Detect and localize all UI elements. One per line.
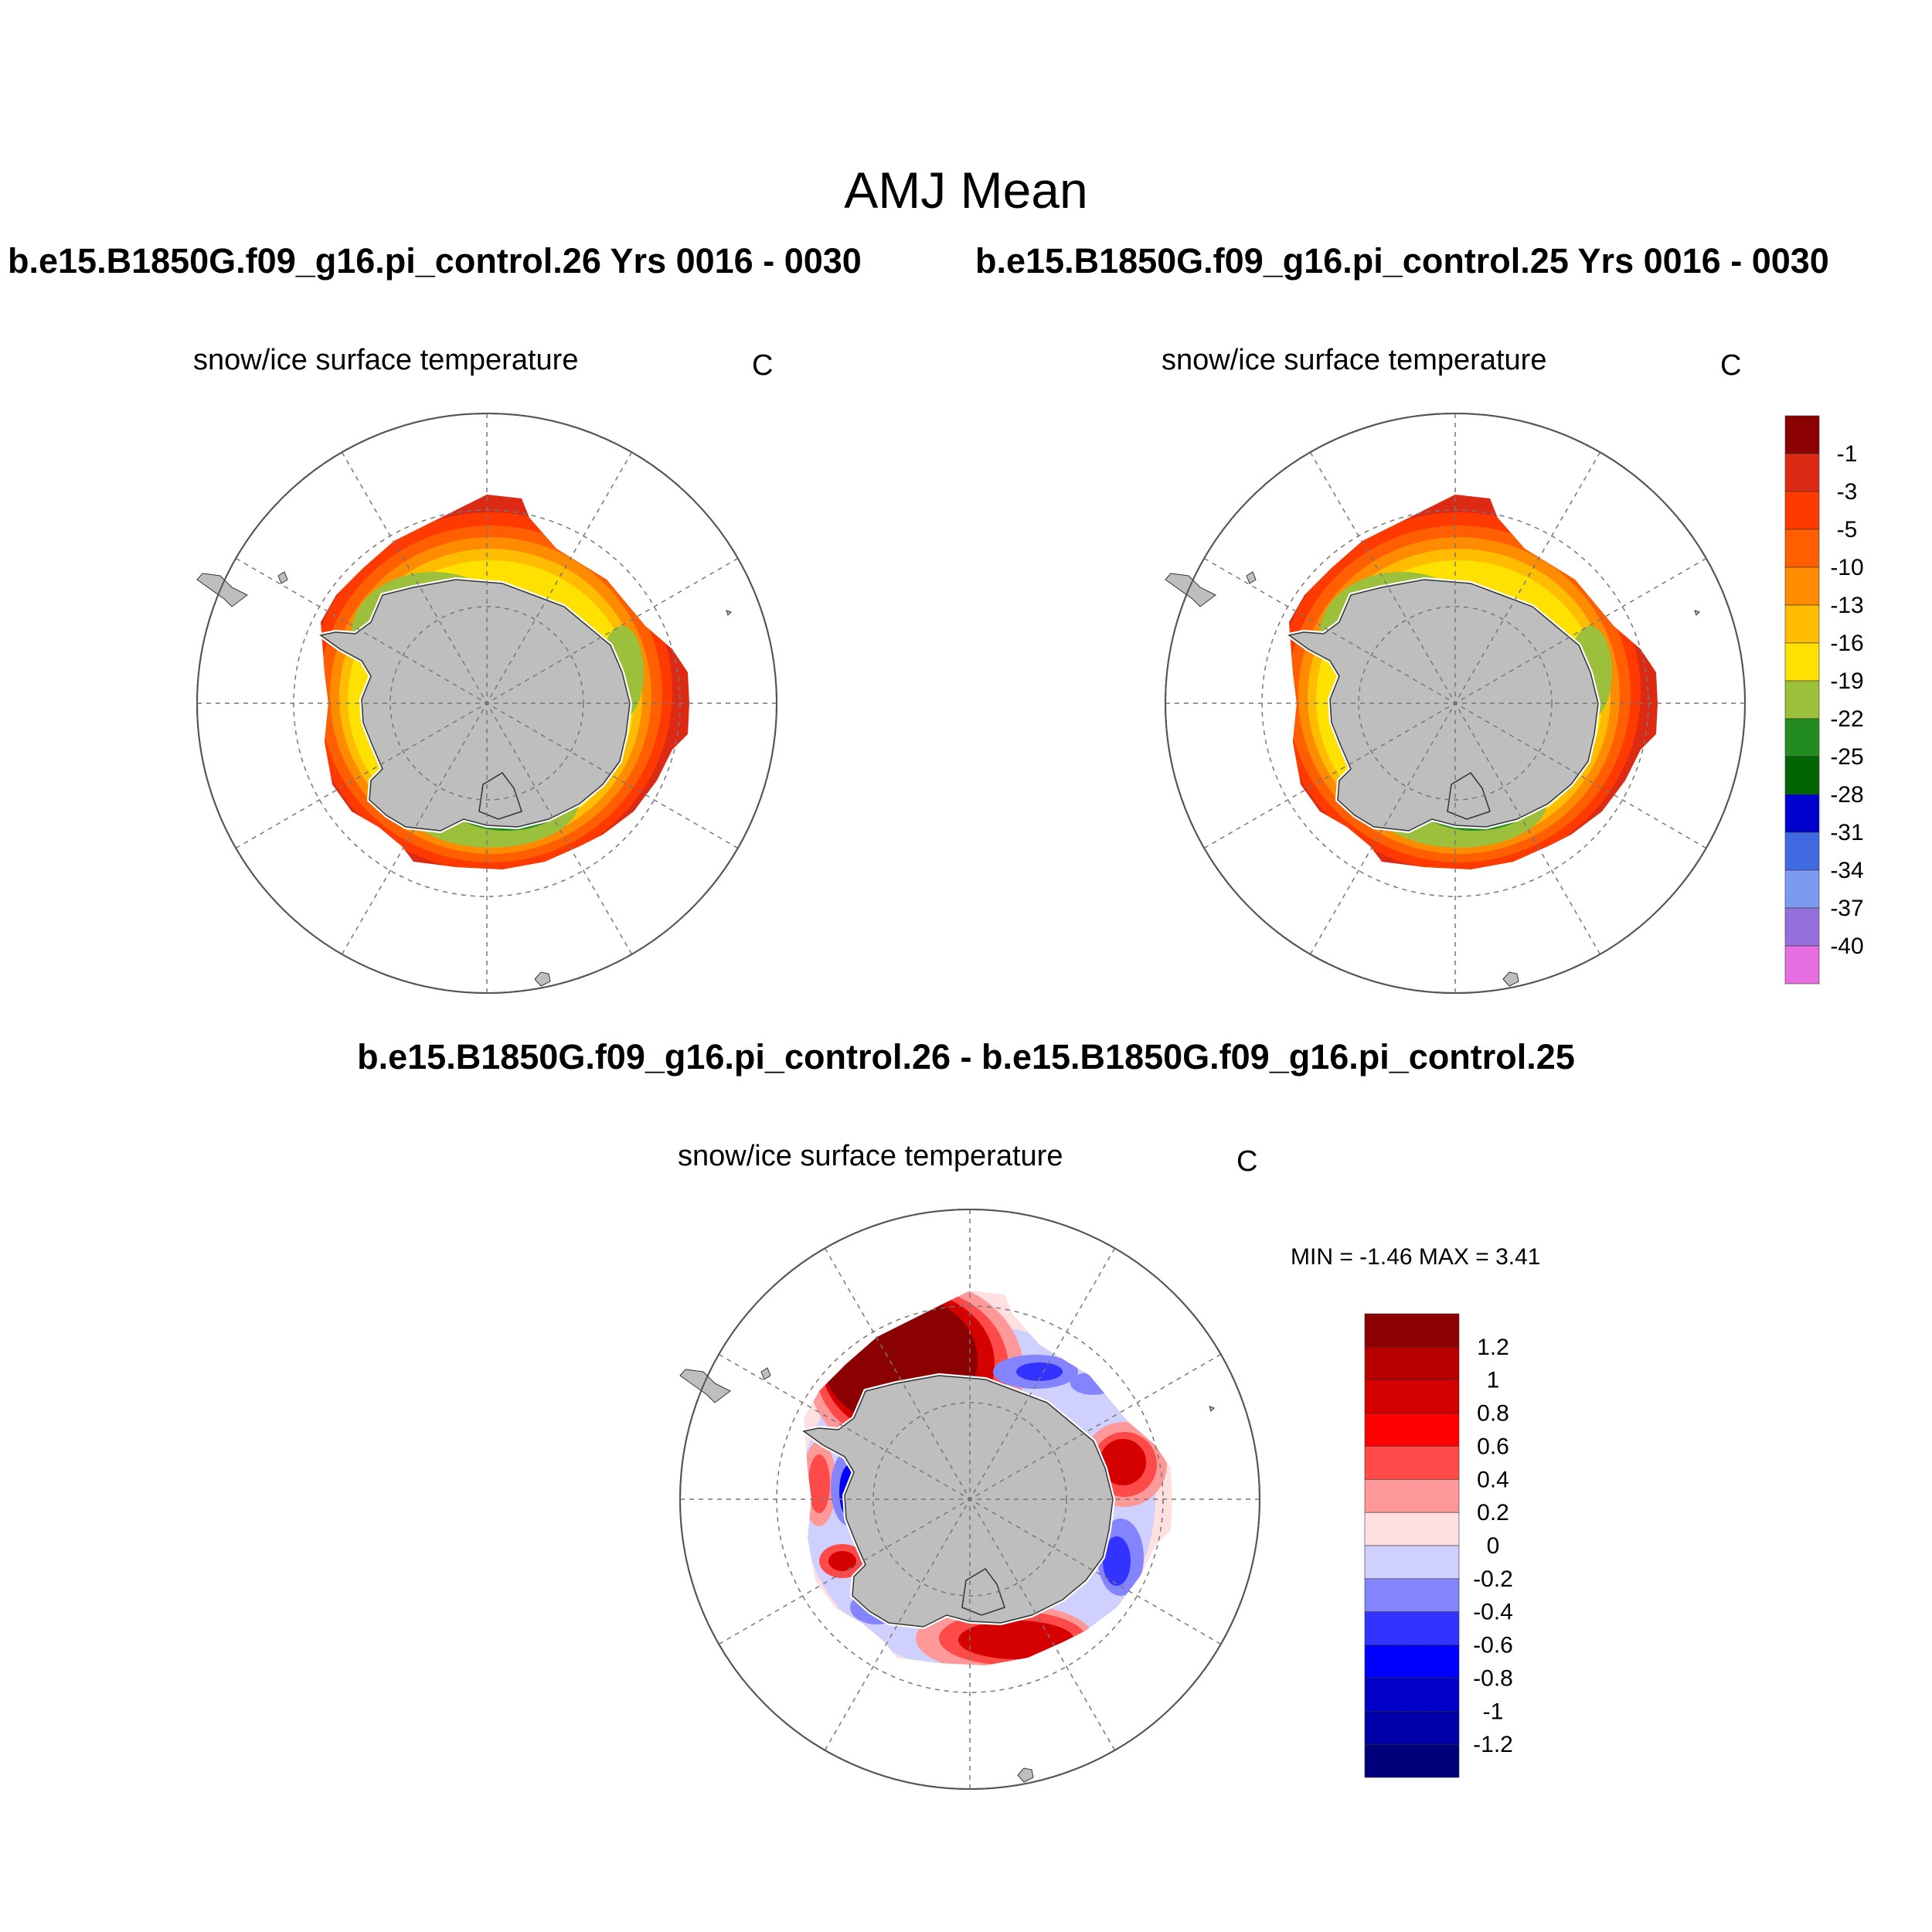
colorbar-tick-label: -0.8 [1473, 1665, 1513, 1691]
colorbar-swatch [1784, 945, 1820, 985]
colorbar-swatch [1364, 1478, 1460, 1513]
case2-units: C [1720, 349, 1742, 382]
colorbar-swatch [1364, 1446, 1460, 1480]
colorbar-tick-label: -22 [1830, 706, 1863, 732]
diff-variable-title: snow/ice surface temperature [678, 1140, 1063, 1172]
colorbar-tick-label: 0.8 [1477, 1401, 1509, 1427]
colorbar-swatch [1364, 1743, 1460, 1778]
other-landmasses [1165, 571, 1700, 987]
case1-title: b.e15.B1850G.f09_g16.pi_control.26 Yrs 0… [8, 241, 862, 281]
colorbar-swatch [1784, 869, 1820, 909]
colorbar-swatch [1364, 1645, 1460, 1679]
colorbar-swatch [1364, 1611, 1460, 1645]
colorbar-tick-label: -0.2 [1473, 1566, 1513, 1592]
colorbar-swatch [1364, 1710, 1460, 1745]
colorbar-tick-label: 0.4 [1477, 1467, 1509, 1492]
colorbar-tick-label: 0.6 [1477, 1434, 1509, 1459]
other-landmasses [679, 1367, 1215, 1783]
graticule [197, 413, 777, 993]
colorbar-tick-label: -3 [1837, 479, 1858, 505]
colorbar-swatch [1784, 604, 1820, 644]
colorbar-tick-label: -1 [1837, 441, 1858, 467]
colorbar-tick-label: -37 [1830, 896, 1863, 921]
colorbar-tick-label: -16 [1830, 631, 1863, 656]
colorbar-swatch [1784, 756, 1820, 795]
colorbar-swatch [1784, 718, 1820, 757]
colorbar-swatch [1784, 415, 1820, 454]
graticule [1165, 413, 1745, 993]
colorbar-swatch [1364, 1313, 1460, 1348]
colorbar-tick-label: -1 [1483, 1699, 1504, 1724]
case2-polar-map [1165, 413, 1746, 994]
colorbar-swatch [1784, 529, 1820, 568]
colorbar-tick-label: -13 [1830, 593, 1863, 618]
colorbar-tick-label: 0.2 [1477, 1500, 1509, 1526]
colorbar-swatch [1364, 1512, 1460, 1546]
colorbar-swatch [1784, 907, 1820, 947]
temperature-colorbar: -1 -3 -5 -10 -13 -16 -19 -22 -25 -28 -31 -34 -37 -40 [1784, 415, 1864, 985]
colorbar-tick-label: -0.6 [1473, 1633, 1513, 1658]
case1-polar-map [196, 413, 777, 994]
colorbar-tick-label: -5 [1837, 517, 1858, 543]
main-title: AMJ Mean [844, 162, 1088, 219]
colorbar-swatch [1784, 680, 1820, 719]
difference-colorbar: 1.2 1 0.8 0.6 0.4 0.2 0 -0.2 -0.4 -0.6 -0.8 -1 -1.2 [1364, 1313, 1513, 1778]
colorbar-tick-label: -34 [1830, 858, 1863, 883]
case2-title: b.e15.B1850G.f09_g16.pi_control.25 Yrs 0… [975, 241, 1829, 281]
case2-variable-title: snow/ice surface temperature [1162, 344, 1547, 376]
colorbar-swatch [1784, 832, 1820, 871]
colorbar-tick-label: -10 [1830, 555, 1863, 580]
colorbar-tick-label: -31 [1830, 820, 1863, 845]
colorbar-tick-label: -40 [1830, 934, 1863, 959]
colorbar-swatch [1364, 1578, 1460, 1613]
colorbar-tick-label: 1.2 [1477, 1335, 1509, 1360]
colorbar-swatch [1784, 453, 1820, 492]
colorbar-swatch [1364, 1545, 1460, 1580]
case1-units: C [752, 349, 774, 382]
colorbar-tick-label: -28 [1830, 782, 1863, 808]
colorbar-swatch [1364, 1413, 1460, 1447]
diff-title: b.e15.B1850G.f09_g16.pi_control.26 - b.e… [357, 1037, 1575, 1077]
colorbar-swatch [1784, 491, 1820, 530]
colorbar-tick-label: 1 [1487, 1368, 1500, 1393]
diff-polar-map [679, 1209, 1260, 1790]
case1-variable-title: snow/ice surface temperature [193, 344, 579, 376]
colorbar-swatch [1784, 642, 1820, 682]
colorbar-tick-label: -1.2 [1473, 1732, 1513, 1757]
colorbar-tick-label: -0.4 [1473, 1600, 1513, 1625]
colorbar-swatch [1784, 794, 1820, 833]
colorbar-tick-label: -25 [1830, 744, 1863, 770]
other-landmasses [196, 571, 732, 987]
colorbar-swatch [1784, 566, 1820, 606]
colorbar-swatch [1364, 1379, 1460, 1413]
colorbar-swatch [1364, 1678, 1460, 1712]
diff-units: C [1236, 1145, 1258, 1178]
diff-minmax: MIN = -1.46 MAX = 3.41 [1291, 1244, 1541, 1270]
colorbar-swatch [1364, 1346, 1460, 1381]
colorbar-tick-label: 0 [1487, 1533, 1500, 1559]
graticule [680, 1209, 1260, 1789]
colorbar-tick-label: -19 [1830, 668, 1863, 694]
